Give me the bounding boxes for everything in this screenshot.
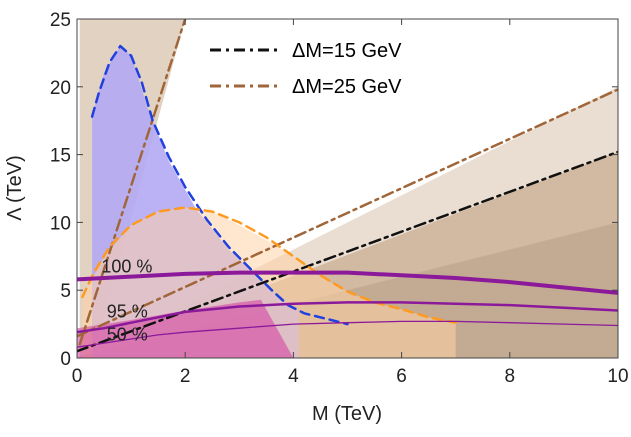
series-line-5 xyxy=(77,270,618,295)
series-line-4 xyxy=(81,206,457,324)
series-line-6 xyxy=(77,301,618,334)
curve-label-1: 95 % xyxy=(107,301,148,321)
x-tick-label-2: 4 xyxy=(288,366,299,387)
series-line-1 xyxy=(78,19,187,346)
y-tick-label-3: 15 xyxy=(50,146,71,167)
series-line-3 xyxy=(90,44,349,326)
y-tick-label-2: 10 xyxy=(50,213,71,234)
y-tick-label-5: 25 xyxy=(50,10,71,31)
series-line-0 xyxy=(77,150,618,353)
x-tick-label-3: 6 xyxy=(396,366,407,387)
x-axis-title: M (TeV) xyxy=(312,403,382,425)
legend-label-1: ΔM=25 GeV xyxy=(292,76,402,98)
y-axis-title: Λ (TeV) xyxy=(4,155,26,221)
y-tick-label-4: 20 xyxy=(50,78,71,99)
curve-label-0: 100 % xyxy=(101,257,152,277)
x-tick-label-0: 0 xyxy=(72,366,83,387)
series-line-7 xyxy=(77,320,618,348)
curve-label-2: 50 % xyxy=(107,324,148,344)
plot-frame xyxy=(76,18,619,359)
y-tick-label-1: 5 xyxy=(60,281,71,302)
shaded-region-7 xyxy=(77,299,294,358)
y-tick-label-0: 0 xyxy=(60,349,71,370)
x-tick-label-4: 8 xyxy=(505,366,516,387)
legend-label-0: ΔM=15 GeV xyxy=(292,40,402,62)
x-tick-label-5: 10 xyxy=(607,366,628,387)
x-tick-label-1: 2 xyxy=(180,366,191,387)
series-line-2 xyxy=(77,88,618,338)
